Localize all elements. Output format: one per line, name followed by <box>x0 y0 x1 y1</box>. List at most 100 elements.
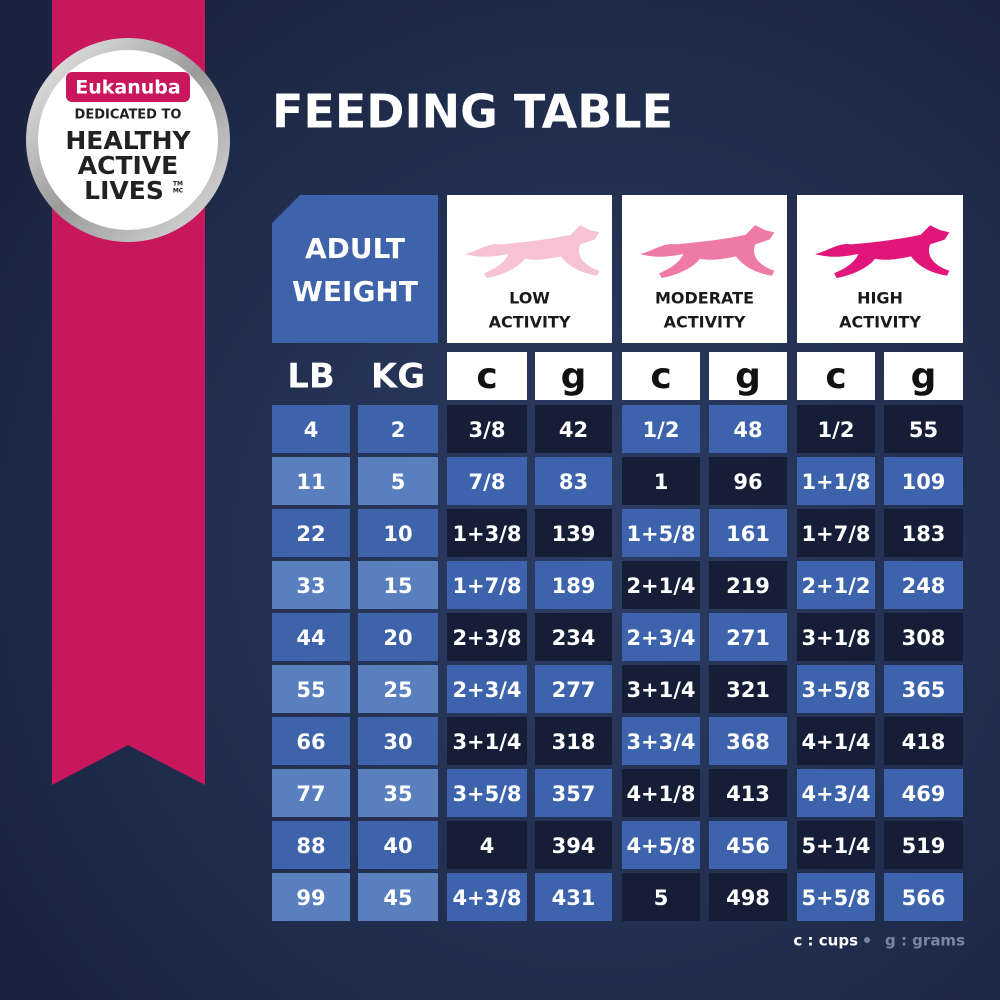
table-cell <box>535 457 612 505</box>
table-cell <box>884 457 963 505</box>
table-cell <box>622 873 700 921</box>
table-cell <box>797 561 875 609</box>
cell-text: 1+3/8 <box>452 522 521 546</box>
cell-text: 418 <box>902 730 946 754</box>
cell-text: 40 <box>383 834 412 858</box>
table-cell <box>358 509 438 557</box>
badge-text: DEDICATED TO <box>75 108 182 123</box>
cell-text: 318 <box>552 730 596 754</box>
cell-text: 3+3/4 <box>626 730 695 754</box>
weight-header: ADULT <box>305 232 405 265</box>
cell-text: 219 <box>726 574 770 598</box>
badge-text: ACTIVE <box>78 151 178 180</box>
table-cell <box>358 457 438 505</box>
table-cell <box>447 769 527 817</box>
cell-text: 83 <box>559 470 588 494</box>
cell-text: 4+3/4 <box>801 782 870 806</box>
table-cell <box>535 769 612 817</box>
cell-text: 11 <box>296 470 325 494</box>
table-cell <box>797 873 875 921</box>
cell-text: 10 <box>383 522 412 546</box>
table-cell <box>709 873 787 921</box>
cell-text: 3+1/8 <box>801 626 870 650</box>
cell-text: 271 <box>726 626 770 650</box>
unit-box <box>447 352 527 400</box>
cell-text: 498 <box>726 886 770 910</box>
cell-text: 20 <box>383 626 412 650</box>
table-cell <box>358 613 438 661</box>
table-cell <box>447 873 527 921</box>
cell-text: 3/8 <box>469 418 506 442</box>
cell-text: 1/2 <box>643 418 680 442</box>
activity-label: ACTIVITY <box>664 313 746 332</box>
unit-label: g <box>911 356 937 397</box>
cell-text: 365 <box>902 678 946 702</box>
activity-label: ACTIVITY <box>489 313 571 332</box>
unit-box <box>535 352 612 400</box>
table-cell <box>272 509 350 557</box>
cell-text: 109 <box>902 470 946 494</box>
unit-box <box>884 352 963 400</box>
table-cell <box>358 769 438 817</box>
table-cell <box>447 717 527 765</box>
cell-text: 5+1/4 <box>801 834 870 858</box>
cell-text: 431 <box>552 886 596 910</box>
cell-text: 1 <box>654 470 669 494</box>
cell-text: 3+5/8 <box>452 782 521 806</box>
table-cell <box>884 561 963 609</box>
cell-text: 33 <box>296 574 325 598</box>
table-cell <box>272 561 350 609</box>
table-cell <box>622 717 700 765</box>
cell-text: 139 <box>552 522 596 546</box>
table-cell <box>447 405 527 453</box>
activity-label: LOW <box>509 289 550 308</box>
cell-text: 2 <box>391 418 406 442</box>
cell-text: 456 <box>726 834 770 858</box>
table-cell <box>272 457 350 505</box>
table-cell <box>884 405 963 453</box>
cell-text: 1+5/8 <box>626 522 695 546</box>
cell-text: 5 <box>391 470 406 494</box>
table-cell <box>358 561 438 609</box>
cell-text: 2+1/2 <box>801 574 870 598</box>
cell-text: 45 <box>383 886 412 910</box>
cell-text: 4+5/8 <box>626 834 695 858</box>
cell-text: 357 <box>552 782 596 806</box>
cell-text: 189 <box>552 574 596 598</box>
table-cell <box>709 821 787 869</box>
legend-grams: g : grams <box>885 932 965 950</box>
cell-text: 519 <box>902 834 946 858</box>
table-cell <box>535 821 612 869</box>
cell-text: 3+1/4 <box>452 730 521 754</box>
cell-text: 5+5/8 <box>801 886 870 910</box>
table-cell <box>797 509 875 557</box>
table-cell <box>884 873 963 921</box>
cell-text: 1+7/8 <box>452 574 521 598</box>
table-cell <box>447 509 527 557</box>
table-cell <box>797 613 875 661</box>
table-cell <box>622 509 700 557</box>
cell-text: 469 <box>902 782 946 806</box>
cell-text: 248 <box>902 574 946 598</box>
table-cell <box>884 613 963 661</box>
cell-text: 1+1/8 <box>801 470 870 494</box>
table-cell <box>535 613 612 661</box>
cell-text: 25 <box>383 678 412 702</box>
table-cell <box>797 717 875 765</box>
unit-box <box>709 352 787 400</box>
activity-label: MODERATE <box>655 289 754 308</box>
cell-text: 55 <box>909 418 938 442</box>
cell-text: 566 <box>902 886 946 910</box>
cell-text: 66 <box>296 730 325 754</box>
weight-header: WEIGHT <box>292 275 418 308</box>
table-cell <box>884 769 963 817</box>
cell-text: 2+3/4 <box>626 626 695 650</box>
table-cell <box>535 717 612 765</box>
badge-mc: MC <box>173 188 184 195</box>
cell-text: 368 <box>726 730 770 754</box>
table-cell <box>622 821 700 869</box>
unit-label: g <box>735 356 761 397</box>
cell-text: 234 <box>552 626 596 650</box>
cell-text: 55 <box>296 678 325 702</box>
